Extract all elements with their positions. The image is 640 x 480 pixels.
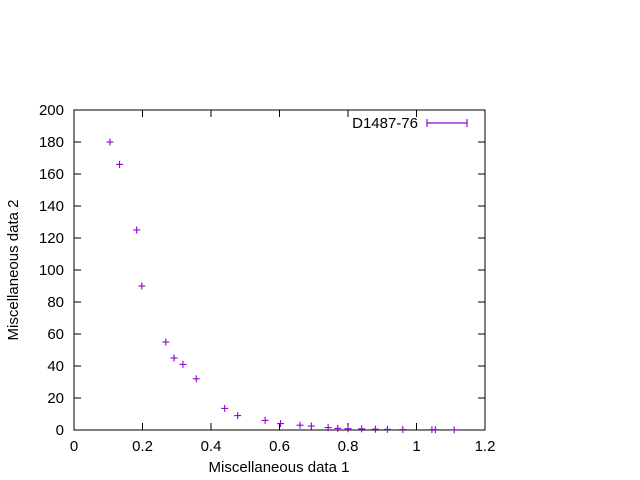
x-axis-label: Miscellaneous data 1 bbox=[209, 459, 350, 476]
data-point bbox=[399, 426, 407, 434]
data-point bbox=[261, 416, 269, 424]
y-tick-label: 200 bbox=[39, 102, 64, 119]
data-point bbox=[192, 375, 200, 383]
plot-border bbox=[73, 109, 486, 431]
y-tick-label: 140 bbox=[39, 198, 64, 215]
x-tick-label: 0.8 bbox=[338, 438, 359, 455]
data-point bbox=[106, 138, 114, 146]
y-tick-label: 180 bbox=[39, 134, 64, 151]
data-point bbox=[170, 354, 178, 362]
x-axis: 0 0.2 0.4 0.6 0.8 1 1.2 bbox=[70, 110, 496, 455]
data-point bbox=[179, 360, 187, 368]
data-point bbox=[277, 420, 285, 428]
data-point bbox=[296, 421, 304, 429]
x-tick-label: 0.2 bbox=[132, 438, 153, 455]
x-tick-label: 0 bbox=[70, 438, 78, 455]
data-point bbox=[221, 404, 229, 412]
data-point bbox=[431, 426, 439, 434]
x-tick-label: 0.6 bbox=[269, 438, 290, 455]
y-axis-label: Miscellaneous data 2 bbox=[5, 200, 22, 341]
plot-frame bbox=[73, 109, 486, 431]
data-points bbox=[106, 138, 458, 434]
y-tick-label: 80 bbox=[47, 294, 64, 311]
data-point bbox=[138, 282, 146, 290]
data-point bbox=[383, 425, 391, 433]
y-tick-label: 20 bbox=[47, 390, 64, 407]
y-axis: 0 20 40 60 80 100 120 140 160 180 200 bbox=[39, 102, 485, 439]
x-tick-label: 1 bbox=[412, 438, 420, 455]
legend: D1487-76 bbox=[352, 115, 468, 132]
y-tick-label: 60 bbox=[47, 326, 64, 343]
data-point bbox=[358, 425, 366, 433]
x-tick-label: 0.4 bbox=[201, 438, 222, 455]
data-point bbox=[344, 425, 352, 433]
y-tick-label: 100 bbox=[39, 262, 64, 279]
data-point bbox=[162, 338, 170, 346]
y-tick-label: 120 bbox=[39, 230, 64, 247]
y-tick-label: 160 bbox=[39, 166, 64, 183]
y-tick-label: 40 bbox=[47, 358, 64, 375]
data-point bbox=[234, 412, 242, 420]
data-point bbox=[133, 226, 141, 234]
data-point bbox=[307, 422, 315, 430]
data-point bbox=[450, 426, 458, 434]
legend-label: D1487-76 bbox=[352, 115, 418, 132]
data-point bbox=[371, 425, 379, 433]
data-point bbox=[324, 424, 332, 432]
y-tick-label: 0 bbox=[56, 422, 64, 439]
legend-key bbox=[426, 119, 468, 127]
x-tick-label: 1.2 bbox=[475, 438, 496, 455]
data-point bbox=[334, 424, 342, 432]
data-point bbox=[116, 160, 124, 168]
